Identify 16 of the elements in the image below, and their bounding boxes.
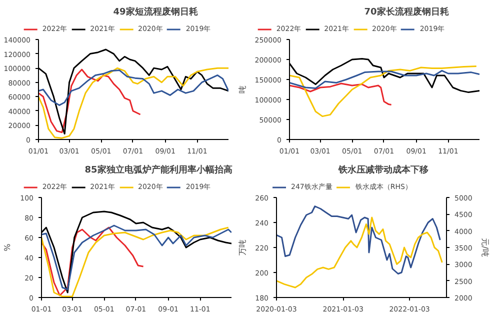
chart-title: 铁水压减带动成本下移 bbox=[338, 164, 428, 176]
y-axis-title: % bbox=[3, 243, 12, 252]
line-series bbox=[42, 226, 144, 296]
chart-title: 85家独立电弧炉产能利用率小幅抬高 bbox=[84, 164, 232, 176]
line-series bbox=[38, 69, 228, 106]
line-series bbox=[38, 68, 142, 134]
chart-title: 70家长流程废钢日耗 bbox=[364, 6, 449, 18]
y-axis-title: 万吨 bbox=[238, 240, 248, 256]
chart-title: 49家短流程废钢日耗 bbox=[113, 6, 198, 18]
line-series bbox=[290, 82, 392, 106]
line-series bbox=[290, 66, 478, 118]
line-series bbox=[276, 216, 443, 288]
line-series bbox=[276, 206, 441, 274]
y-axis-title: 吨 bbox=[238, 86, 247, 94]
line-series bbox=[290, 70, 480, 90]
y2-axis-title: 元/吨 bbox=[480, 238, 490, 257]
